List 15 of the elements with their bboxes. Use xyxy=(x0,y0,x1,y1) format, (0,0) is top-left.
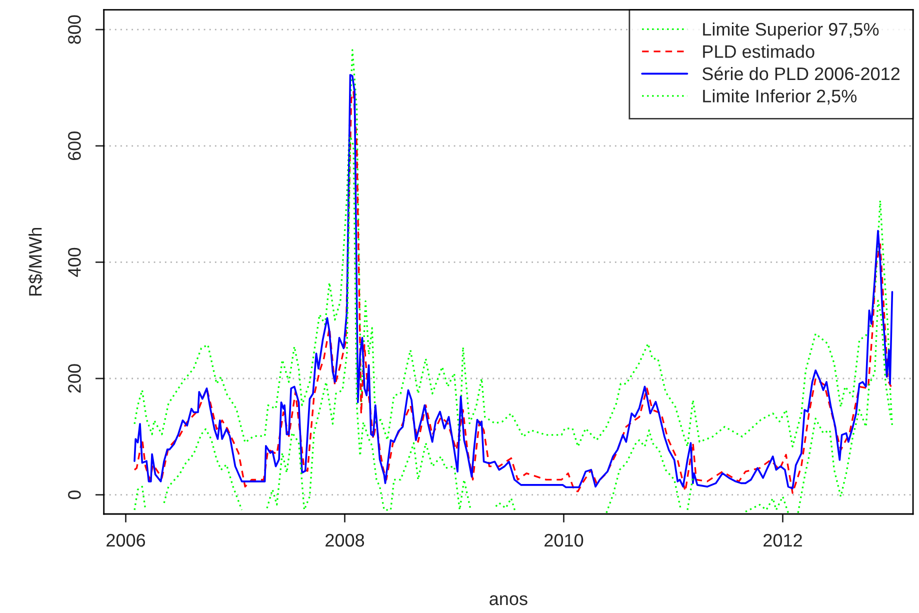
x-tick-label: 2006 xyxy=(106,534,146,547)
x-axis-title: anos xyxy=(490,595,528,606)
y-tick-label: 0 xyxy=(68,490,81,500)
y-tick-label: 800 xyxy=(68,15,81,44)
y-tick-label: 600 xyxy=(68,132,81,160)
y-tick-label: 200 xyxy=(68,364,81,393)
legend-label: Série do PLD 2006-2012 xyxy=(702,66,900,80)
y-axis-title: R$/MWh xyxy=(28,228,43,296)
y-tick-label: 400 xyxy=(68,248,81,277)
x-tick-label: 2012 xyxy=(764,534,802,547)
x-tick-label: 2010 xyxy=(544,534,584,547)
legend-label: Limite Superior 97,5% xyxy=(703,22,879,40)
legend-label: PLD estimado xyxy=(703,44,814,58)
legend-label: Limite Inferior 2,5% xyxy=(703,89,857,105)
x-tick-label: 2008 xyxy=(326,534,364,547)
